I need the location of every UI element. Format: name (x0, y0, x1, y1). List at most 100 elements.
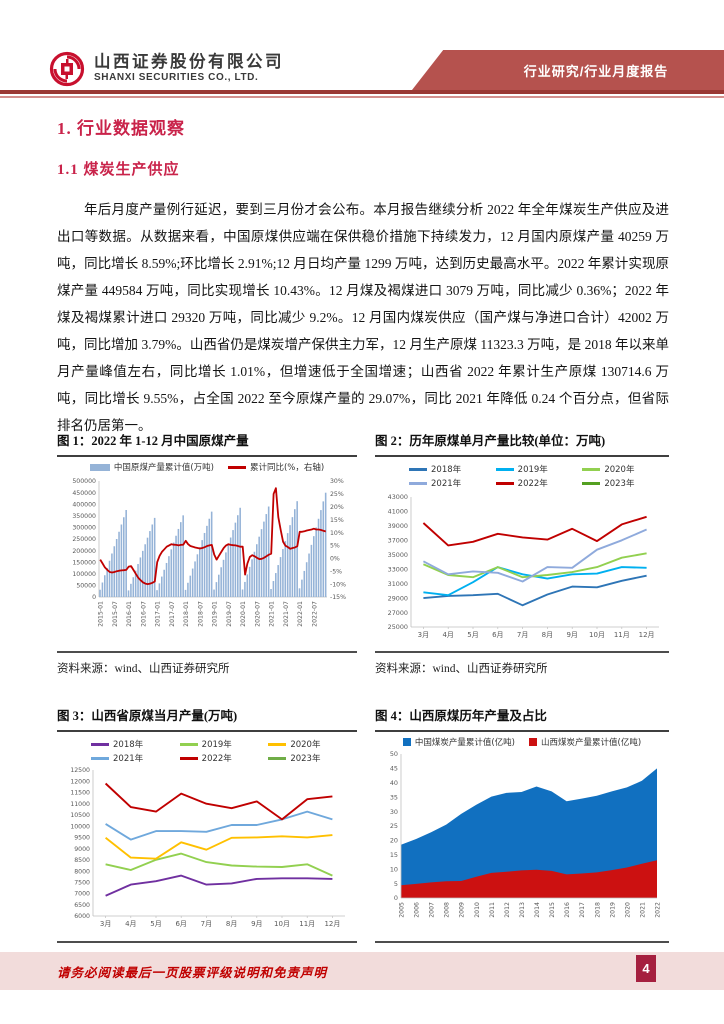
legend-label: 2018年 (431, 465, 462, 475)
svg-text:7月: 7月 (201, 920, 212, 928)
svg-text:2005: 2005 (399, 902, 406, 918)
svg-text:0: 0 (394, 894, 398, 902)
legend-label: 2019年 (517, 465, 548, 475)
legend-item: 山西煤炭产量累计值(亿吨) (529, 736, 641, 748)
svg-text:39000: 39000 (388, 522, 408, 530)
svg-text:2020-07: 2020-07 (254, 601, 261, 627)
company-logo-block: 山西证券股份有限公司 SHANXI SECURITIES CO., LTD. (48, 50, 284, 88)
company-logo-icon (49, 51, 85, 87)
legend-label: 2023年 (290, 754, 321, 764)
svg-text:8000: 8000 (74, 868, 90, 875)
svg-text:50: 50 (390, 750, 398, 758)
company-name-en: SHANXI SECURITIES CO., LTD. (94, 72, 259, 84)
svg-text:12月: 12月 (639, 631, 655, 639)
figure-3-chart: 6000 6500 7000 7500 8000 8500 9000 9500 10000 105… (70, 767, 345, 928)
legend-label: 2018年 (113, 740, 144, 750)
svg-text:3月: 3月 (418, 631, 429, 639)
figure-4-legend: 中国煤炭产量累计值(亿吨) 山西煤炭产量累计值(亿吨) (375, 736, 669, 748)
svg-text:2010: 2010 (474, 902, 481, 918)
svg-text:33000: 33000 (388, 565, 408, 573)
svg-text:2018: 2018 (594, 902, 601, 918)
legend-item: 2021年 (409, 477, 492, 489)
svg-text:0: 0 (92, 594, 96, 601)
svg-text:7月: 7月 (517, 631, 528, 639)
svg-text:8月: 8月 (226, 920, 237, 928)
svg-text:450000: 450000 (72, 490, 96, 497)
svg-text:0%: 0% (330, 556, 340, 563)
svg-text:9500: 9500 (74, 835, 90, 842)
svg-text:300000: 300000 (72, 525, 96, 532)
figure-1-legend: 中国原煤产量累计值(万吨) 累计同比(%，右轴) (57, 461, 357, 473)
svg-text:31000: 31000 (388, 580, 408, 588)
svg-text:200000: 200000 (72, 548, 96, 555)
svg-text:43000: 43000 (388, 493, 408, 501)
svg-text:35000: 35000 (388, 551, 408, 559)
svg-text:2022-07: 2022-07 (311, 601, 318, 627)
svg-text:7000: 7000 (74, 891, 90, 898)
svg-text:9月: 9月 (566, 631, 577, 639)
figure-1-source: 资料来源：wind、山西证券研究所 (57, 663, 230, 675)
legend-item: 2020年 (268, 738, 353, 750)
figure-1-body: 中国原煤产量累计值(万吨) 累计同比(%，右轴) 0 50000 100000 1500… (57, 457, 357, 653)
legend-label: 2021年 (431, 479, 462, 489)
legend-item: 2019年 (179, 738, 265, 750)
legend-swatch-icon (227, 465, 246, 469)
figure-1: 图 1：2022 年 1-12 月中国原煤产量 中国原煤产量累计值(万吨) 累计同… (57, 430, 357, 676)
svg-text:11月: 11月 (299, 920, 315, 928)
svg-text:2007: 2007 (429, 902, 436, 918)
svg-text:2021-01: 2021-01 (269, 601, 276, 627)
figure-4-chart: 0 5 10 15 20 25 30 35 40 45 50 2005 2006 2007 2008 2009… (390, 750, 662, 918)
body-paragraph: 年后月度产量例行延迟，要到三月份才会公布。本月报告继续分析 2022 年全年煤炭… (57, 202, 669, 433)
legend-label: 累计同比(%，右轴) (249, 463, 325, 473)
legend-swatch-icon (495, 467, 514, 471)
svg-text:2009: 2009 (459, 902, 466, 918)
svg-text:10月: 10月 (589, 631, 605, 639)
svg-text:-15%: -15% (330, 594, 346, 601)
legend-label: 2022年 (201, 754, 232, 764)
figure-4-caption: 图 4：山西原煤历年产量及占比 (375, 705, 669, 732)
svg-text:6月: 6月 (492, 631, 503, 639)
figure-2-caption: 图 2：历年原煤单月产量比较(单位：万吨) (375, 430, 669, 457)
legend-label: 2022年 (517, 479, 548, 489)
svg-text:8月: 8月 (542, 631, 553, 639)
figure-3: 图 3：山西省原煤当月产量(万吨) 2018年 2019年 2020年 2021年 20… (57, 705, 357, 943)
section-heading-1: 1. 行业数据观察 (57, 119, 185, 138)
svg-text:10000: 10000 (70, 823, 90, 830)
svg-text:20%: 20% (330, 504, 344, 511)
svg-text:20: 20 (390, 837, 398, 845)
figure-3-legend: 2018年 2019年 2020年 2021年 2022年 2023年 (57, 736, 357, 766)
section-heading-1-1: 1.1 煤炭生产供应 (57, 162, 180, 178)
legend-item: 2023年 (268, 752, 353, 764)
svg-text:50000: 50000 (76, 583, 96, 590)
svg-text:2014: 2014 (534, 902, 541, 918)
svg-text:12500: 12500 (70, 767, 90, 774)
svg-text:15%: 15% (330, 517, 344, 524)
svg-text:100000: 100000 (72, 571, 96, 578)
svg-text:2006: 2006 (414, 902, 421, 918)
legend-swatch-icon (582, 481, 601, 485)
legend-label: 2020年 (604, 465, 635, 475)
svg-text:12月: 12月 (324, 920, 340, 928)
svg-text:40: 40 (390, 779, 398, 787)
svg-text:2019-01: 2019-01 (212, 601, 219, 627)
legend-item: 2022年 (179, 752, 265, 764)
svg-text:5月: 5月 (150, 920, 161, 928)
legend-swatch-icon (268, 742, 287, 746)
svg-text:500000: 500000 (72, 478, 96, 485)
legend-item: 2018年 (409, 463, 492, 475)
svg-text:6000: 6000 (74, 913, 90, 920)
page-number-badge: 4 (636, 955, 656, 982)
figure-4: 图 4：山西原煤历年产量及占比 中国煤炭产量累计值(亿吨) 山西煤炭产量累计值(亿… (375, 705, 669, 943)
svg-text:2017: 2017 (579, 902, 586, 918)
legend-label: 中国煤炭产量累计值(亿吨) (414, 738, 515, 748)
svg-text:10月: 10月 (274, 920, 290, 928)
svg-text:8500: 8500 (74, 857, 90, 864)
svg-text:41000: 41000 (388, 508, 408, 516)
svg-text:400000: 400000 (72, 501, 96, 508)
svg-text:4月: 4月 (125, 920, 136, 928)
svg-text:15: 15 (390, 851, 398, 859)
svg-text:2016-07: 2016-07 (140, 601, 147, 627)
figure-4-body: 中国煤炭产量累计值(亿吨) 山西煤炭产量累计值(亿吨) 0 5 10 15 20 25 30 3… (375, 732, 669, 943)
svg-text:2019: 2019 (609, 902, 616, 918)
svg-text:12000: 12000 (70, 778, 90, 785)
